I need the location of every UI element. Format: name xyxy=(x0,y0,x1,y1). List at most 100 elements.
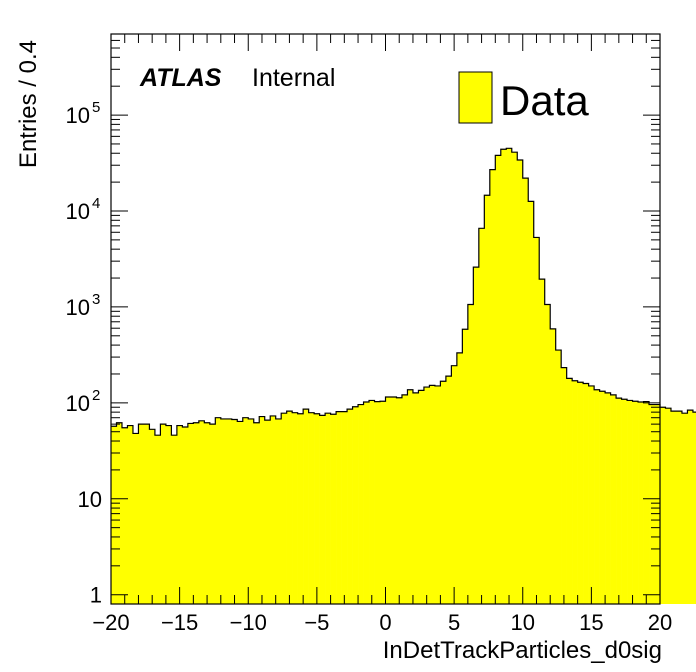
histogram-outline xyxy=(111,147,696,436)
histogram-bin xyxy=(325,413,331,604)
histogram-bin xyxy=(253,422,260,604)
histogram-bin xyxy=(248,418,255,604)
histogram-bin xyxy=(132,433,139,604)
histogram-bin xyxy=(193,422,200,604)
histogram-bin xyxy=(528,201,535,604)
histogram-bin xyxy=(390,397,397,604)
histogram-bin xyxy=(341,411,348,604)
y-tick-label: 10 xyxy=(66,391,90,416)
histogram-bin xyxy=(572,380,578,604)
histogram-bin xyxy=(418,390,425,604)
histogram-bin xyxy=(374,401,381,604)
y-axis-title: Entries / 0.4 xyxy=(15,40,42,168)
histogram-bin xyxy=(160,424,167,604)
histogram-bin xyxy=(176,425,183,604)
x-tick-label: 10 xyxy=(511,610,535,635)
histogram-bin xyxy=(226,418,233,604)
histogram-bin xyxy=(423,387,430,604)
histogram-bin xyxy=(676,411,683,604)
x-tick-label: −15 xyxy=(161,610,198,635)
atlas-status-label: Internal xyxy=(252,64,335,92)
y-tick-exponent: 5 xyxy=(92,99,100,116)
histogram-bin xyxy=(539,279,546,604)
histogram-bin xyxy=(434,385,441,604)
histogram-bin xyxy=(681,413,688,604)
histogram-bin xyxy=(292,412,298,604)
histogram-bin xyxy=(649,404,655,604)
histogram-bin xyxy=(242,417,249,604)
histogram-bin xyxy=(495,155,502,604)
legend-swatch xyxy=(458,71,493,124)
y-tick-label: 1 xyxy=(90,583,102,608)
histogram-bin xyxy=(489,169,496,604)
histogram-bin xyxy=(665,408,672,604)
x-tick-label: 0 xyxy=(379,610,391,635)
histogram-bin xyxy=(204,422,211,604)
histogram-bin xyxy=(149,429,156,604)
histogram-bin xyxy=(209,424,216,604)
histogram-bin xyxy=(456,352,463,604)
histogram-bin xyxy=(484,195,491,605)
histogram-bin xyxy=(336,411,342,604)
histogram-bin xyxy=(127,425,134,604)
y-tick-exponent: 3 xyxy=(92,291,100,308)
histogram-bin xyxy=(358,404,364,604)
histogram-bin xyxy=(380,401,386,604)
histogram-bin xyxy=(401,394,408,604)
histogram-bin xyxy=(522,178,529,604)
histogram-bin xyxy=(182,427,189,604)
histogram-bin xyxy=(533,237,540,604)
histogram-bin xyxy=(429,385,436,604)
y-tick-exponent: 4 xyxy=(92,195,100,212)
histogram-bin xyxy=(281,413,287,604)
y-tick-exponent: 2 xyxy=(92,387,100,404)
histogram-bin xyxy=(445,376,452,604)
x-tick-label: −10 xyxy=(230,610,267,635)
legend-entry-data: Data xyxy=(500,77,589,124)
x-tick-label: 5 xyxy=(448,610,460,635)
y-tick-label: 10 xyxy=(66,295,90,320)
histogram-bin xyxy=(347,409,353,604)
histogram-bin xyxy=(308,412,315,604)
histogram-bin xyxy=(561,367,567,604)
histogram-bin xyxy=(511,152,518,604)
x-tick-label: −5 xyxy=(304,610,329,635)
histogram-bin xyxy=(555,350,562,604)
histogram-bin xyxy=(632,401,639,604)
histogram-bin xyxy=(610,394,617,604)
histogram-bin xyxy=(297,413,304,604)
histogram-bin xyxy=(643,401,650,604)
x-axis-title: InDetTrackParticles_d0sig xyxy=(383,637,662,664)
histogram-bin xyxy=(583,383,589,604)
histogram-bin xyxy=(319,415,326,604)
histogram-bin xyxy=(440,381,447,604)
histogram-bin xyxy=(566,378,573,604)
histogram-bin xyxy=(330,414,337,604)
histogram-bin xyxy=(165,425,172,604)
histogram-bin xyxy=(627,400,633,604)
histogram-bin xyxy=(467,304,474,604)
histogram-bin xyxy=(506,148,513,604)
histogram-bin xyxy=(264,420,271,604)
histogram-bin xyxy=(473,267,480,604)
histogram-bin xyxy=(314,413,320,604)
histogram-bin xyxy=(396,397,403,604)
histogram-bin xyxy=(478,228,485,604)
histogram-bin xyxy=(500,149,507,604)
histogram-bin xyxy=(231,419,238,604)
y-tick-label: 10 xyxy=(66,103,90,128)
y-tick-label: 10 xyxy=(78,487,102,512)
histogram-bin xyxy=(687,410,694,604)
histogram-bin xyxy=(621,399,628,604)
histogram-bin xyxy=(259,416,266,604)
x-axis-ticks: −20 −15 −10 −5 0 5 10 15 20 xyxy=(92,34,672,635)
histogram-bin xyxy=(692,412,696,604)
histogram-bin xyxy=(138,424,145,604)
histogram-bin xyxy=(385,397,392,604)
histogram-bin xyxy=(660,407,666,604)
histogram-bin xyxy=(369,400,375,604)
histogram-bin xyxy=(550,328,556,604)
histogram-bin xyxy=(143,424,150,604)
